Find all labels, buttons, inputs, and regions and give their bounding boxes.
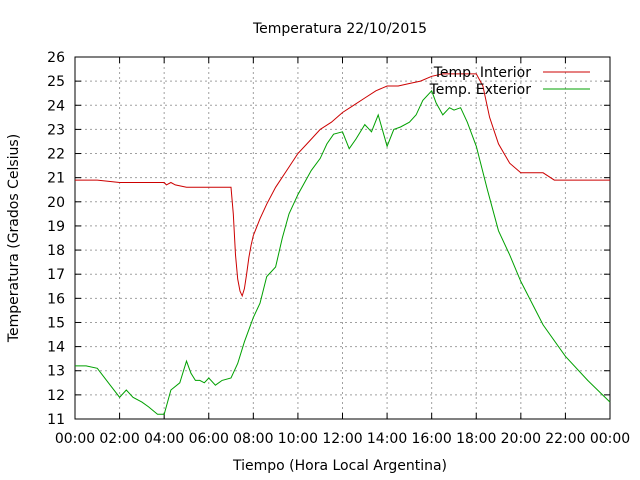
y-tick-label: 14 (47, 340, 65, 356)
y-tick-label: 15 (47, 315, 65, 331)
legend-label-temp-exterior: Temp. Exterior (429, 82, 532, 98)
y-tick-label: 18 (47, 243, 65, 259)
grid (75, 57, 610, 419)
y-tick-label: 21 (47, 171, 65, 187)
y-tick-label: 12 (47, 388, 65, 404)
x-tick-label: 04:00 (144, 431, 184, 447)
x-tick-label: 00:00 (55, 431, 95, 447)
x-tick-label: 06:00 (189, 431, 229, 447)
x-tick-label: 10:00 (278, 431, 318, 447)
x-tick-label: 00:00 (590, 431, 630, 447)
x-tick-label: 12:00 (322, 431, 362, 447)
y-tick-label: 16 (47, 291, 65, 307)
y-tick-label: 17 (47, 267, 65, 283)
legend-label-temp-interior: Temp. Interior (433, 65, 532, 81)
series-line-temp-exterior (75, 89, 611, 415)
chart-title: Temperatura 22/10/2015 (252, 21, 427, 37)
y-axis-label: Temperatura (Grados Celsius) (6, 134, 22, 343)
y-tick-label: 13 (47, 364, 65, 380)
x-tick-label: 22:00 (545, 431, 585, 447)
y-axis: 11 12 13 14 15 16 17 18 19 20 21 22 23 24 25 26 (47, 50, 610, 428)
y-tick-label: 24 (47, 98, 65, 114)
y-tick-label: 23 (47, 122, 65, 138)
y-tick-label: 22 (47, 147, 65, 163)
x-axis: 00:00 02:00 04:00 06:00 08:00 10:00 12:00 14:00… (55, 57, 630, 447)
x-tick-label: 14:00 (367, 431, 407, 447)
y-tick-label: 19 (47, 219, 65, 235)
x-tick-label: 16:00 (411, 431, 451, 447)
series-line-temp-interior (75, 73, 610, 298)
x-tick-label: 20:00 (501, 431, 541, 447)
x-tick-label: 02:00 (99, 431, 139, 447)
x-tick-label: 18:00 (456, 431, 496, 447)
y-tick-label: 11 (47, 412, 65, 428)
x-axis-label: Tiempo (Hora Local Argentina) (232, 458, 447, 474)
y-tick-label: 26 (47, 50, 65, 66)
y-tick-label: 20 (47, 195, 65, 211)
y-tick-label: 25 (47, 74, 65, 90)
series-lines (75, 73, 611, 415)
x-tick-label: 08:00 (233, 431, 273, 447)
